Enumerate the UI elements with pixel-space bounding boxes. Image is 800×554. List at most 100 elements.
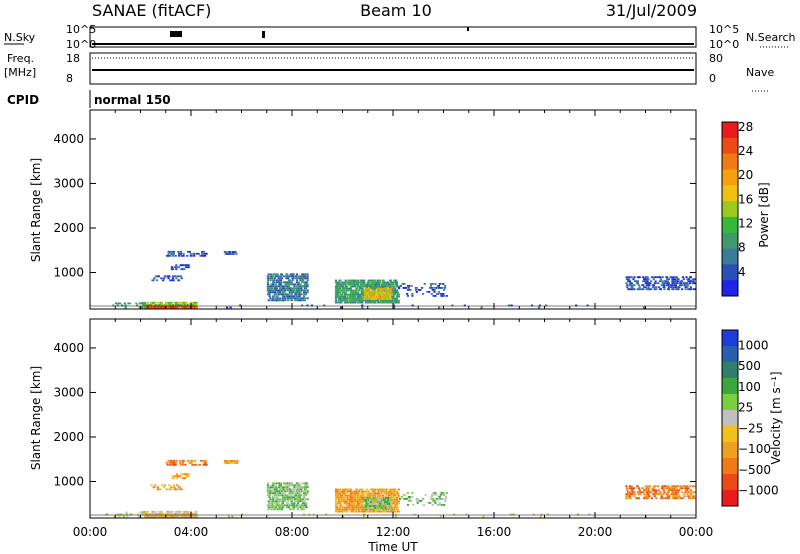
velocity-cell bbox=[355, 506, 358, 509]
velocity-cell bbox=[676, 493, 679, 496]
velocity-cell bbox=[359, 506, 362, 509]
velocity-cell bbox=[663, 489, 666, 492]
velocity-cell bbox=[294, 500, 297, 503]
power-cell bbox=[282, 275, 285, 278]
velocity-cell bbox=[231, 515, 234, 518]
power-cell bbox=[661, 276, 664, 279]
power-cell bbox=[652, 284, 655, 287]
power-cell bbox=[294, 283, 297, 286]
power-cell bbox=[667, 284, 670, 287]
velocity-cell bbox=[397, 496, 400, 499]
power-cell bbox=[355, 279, 358, 282]
power-cell bbox=[171, 268, 174, 271]
power-cell bbox=[202, 252, 205, 255]
power-cell bbox=[375, 294, 378, 296]
power-cell bbox=[390, 292, 393, 294]
power-cell bbox=[346, 295, 349, 298]
power-cell bbox=[306, 275, 309, 278]
velocity-cell bbox=[161, 484, 164, 487]
y-tick-label: 4000 bbox=[53, 341, 84, 355]
power-cell bbox=[289, 289, 292, 292]
velocity-cell bbox=[351, 502, 354, 505]
velocity-cell bbox=[288, 484, 291, 487]
power-cell bbox=[280, 285, 283, 288]
velocity-cell bbox=[350, 490, 353, 493]
power-cell bbox=[172, 275, 175, 278]
velocity-cell bbox=[170, 459, 173, 462]
velocity-cell bbox=[345, 508, 348, 511]
power-cell bbox=[267, 277, 270, 280]
velocity-cell bbox=[365, 496, 369, 499]
velocity-cell bbox=[348, 502, 351, 505]
power-cell bbox=[437, 291, 440, 293]
velocity-cell bbox=[279, 492, 282, 495]
power-cell bbox=[155, 279, 159, 282]
power-cell bbox=[282, 287, 285, 290]
velocity-cell bbox=[666, 497, 669, 500]
power-cell bbox=[658, 280, 662, 283]
velocity-cell bbox=[230, 462, 234, 464]
power-cell bbox=[377, 296, 380, 298]
power-cell bbox=[340, 299, 343, 302]
power-cell bbox=[286, 287, 289, 290]
power-cell bbox=[366, 288, 369, 290]
power-cell bbox=[296, 297, 299, 300]
velocity-cell bbox=[635, 497, 638, 500]
power-cell bbox=[636, 282, 639, 285]
velocity-cell bbox=[633, 487, 636, 490]
power-cell bbox=[184, 266, 188, 269]
power-cell bbox=[281, 295, 284, 298]
power-cell bbox=[286, 273, 289, 276]
velocity-cell bbox=[647, 497, 650, 500]
power-cell bbox=[345, 285, 348, 288]
power-cell bbox=[276, 273, 279, 276]
velocity-cell bbox=[360, 494, 363, 497]
power-cell bbox=[293, 289, 296, 292]
velocity-cell bbox=[438, 502, 441, 504]
power-cell bbox=[391, 299, 394, 302]
velocity-cell bbox=[275, 488, 278, 491]
power-cell bbox=[201, 250, 204, 253]
power-cell bbox=[280, 273, 284, 276]
power-cell bbox=[372, 290, 375, 292]
power-cell bbox=[389, 294, 392, 296]
freq-panel: Freq. [MHz] 18 8 80 0 Nave bbox=[4, 52, 774, 92]
power-cell bbox=[269, 297, 272, 300]
velocity-cell bbox=[686, 485, 689, 488]
velocity-cell bbox=[647, 493, 650, 496]
velocity-cell bbox=[203, 463, 206, 466]
y-tick-label: 2000 bbox=[53, 430, 84, 444]
velocity-cell bbox=[379, 503, 382, 505]
power-cell bbox=[444, 287, 447, 289]
power-cell bbox=[339, 297, 342, 300]
velocity-cell bbox=[385, 490, 388, 493]
velocity-cell bbox=[661, 497, 664, 500]
power-cell bbox=[287, 299, 290, 302]
velocity-cell bbox=[172, 515, 176, 518]
velocity-cell bbox=[390, 499, 393, 501]
colorbar-segment bbox=[722, 248, 738, 265]
velocity-cell bbox=[304, 494, 307, 497]
power-cell bbox=[670, 276, 673, 279]
power-cell bbox=[195, 303, 198, 306]
power-cell bbox=[389, 296, 392, 298]
velocity-cell bbox=[294, 498, 297, 501]
power-cell bbox=[368, 294, 372, 296]
power-cell bbox=[273, 287, 276, 290]
power-cell bbox=[682, 282, 685, 285]
power-cell bbox=[377, 289, 380, 292]
velocity-cell bbox=[280, 508, 284, 511]
power-cell bbox=[179, 252, 183, 255]
velocity-cell bbox=[431, 498, 434, 500]
velocity-cell bbox=[295, 494, 298, 497]
velocity-cell bbox=[357, 508, 361, 511]
power-cell bbox=[188, 250, 191, 253]
velocity-cell bbox=[687, 491, 690, 494]
velocity-cell bbox=[434, 500, 437, 502]
power-cell bbox=[152, 279, 155, 282]
power-cell bbox=[630, 282, 633, 285]
velocity-cell bbox=[281, 502, 284, 505]
power-cell bbox=[507, 304, 511, 307]
velocity-cell bbox=[369, 492, 372, 495]
velocity-cell bbox=[666, 495, 669, 498]
